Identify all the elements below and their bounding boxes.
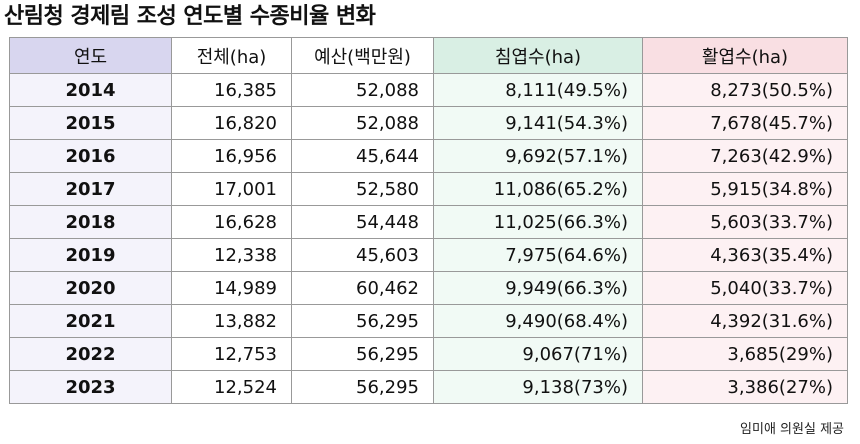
species-ratio-table: 연도 전체(ha) 예산(백만원) 침엽수(ha) 활엽수(ha) 2014 1…: [9, 37, 848, 404]
header-budget: 예산(백만원): [291, 37, 434, 74]
cell-year: 2017: [9, 172, 172, 206]
cell-total: 12,524: [171, 370, 292, 404]
table-row: 2014 16,385 52,088 8,111(49.5%) 8,273(50…: [9, 73, 848, 107]
cell-conifer: 9,141(54.3%): [433, 106, 643, 140]
cell-total: 16,628: [171, 205, 292, 239]
cell-conifer: 9,138(73%): [433, 370, 643, 404]
cell-year: 2021: [9, 304, 172, 338]
cell-budget: 45,603: [291, 238, 434, 272]
cell-year: 2015: [9, 106, 172, 140]
cell-broadleaf: 7,263(42.9%): [642, 139, 848, 173]
cell-conifer: 9,949(66.3%): [433, 271, 643, 305]
cell-total: 17,001: [171, 172, 292, 206]
cell-conifer: 8,111(49.5%): [433, 73, 643, 107]
cell-broadleaf: 5,915(34.8%): [642, 172, 848, 206]
table-row: 2016 16,956 45,644 9,692(57.1%) 7,263(42…: [9, 139, 848, 173]
cell-total: 16,820: [171, 106, 292, 140]
cell-broadleaf: 4,363(35.4%): [642, 238, 848, 272]
cell-year: 2016: [9, 139, 172, 173]
table-row: 2019 12,338 45,603 7,975(64.6%) 4,363(35…: [9, 238, 848, 272]
page-title: 산림청 경제림 조성 연도별 수종비율 변화: [4, 4, 376, 29]
cell-budget: 60,462: [291, 271, 434, 305]
cell-broadleaf: 3,386(27%): [642, 370, 848, 404]
table-body: 2014 16,385 52,088 8,111(49.5%) 8,273(50…: [9, 73, 848, 404]
cell-year: 2019: [9, 238, 172, 272]
cell-conifer: 9,490(68.4%): [433, 304, 643, 338]
header-year: 연도: [9, 37, 172, 74]
cell-budget: 52,088: [291, 73, 434, 107]
table-row: 2021 13,882 56,295 9,490(68.4%) 4,392(31…: [9, 304, 848, 338]
cell-conifer: 11,025(66.3%): [433, 205, 643, 239]
cell-broadleaf: 5,040(33.7%): [642, 271, 848, 305]
cell-budget: 52,088: [291, 106, 434, 140]
table-header-row: 연도 전체(ha) 예산(백만원) 침엽수(ha) 활엽수(ha): [9, 37, 848, 74]
cell-year: 2020: [9, 271, 172, 305]
cell-year: 2014: [9, 73, 172, 107]
cell-broadleaf: 4,392(31.6%): [642, 304, 848, 338]
cell-conifer: 11,086(65.2%): [433, 172, 643, 206]
cell-broadleaf: 8,273(50.5%): [642, 73, 848, 107]
table-row: 2018 16,628 54,448 11,025(66.3%) 5,603(3…: [9, 205, 848, 239]
header-broadleaf: 활엽수(ha): [642, 37, 848, 74]
table-row: 2017 17,001 52,580 11,086(65.2%) 5,915(3…: [9, 172, 848, 206]
cell-conifer: 9,067(71%): [433, 337, 643, 371]
cell-broadleaf: 5,603(33.7%): [642, 205, 848, 239]
cell-conifer: 7,975(64.6%): [433, 238, 643, 272]
cell-budget: 54,448: [291, 205, 434, 239]
header-total: 전체(ha): [171, 37, 292, 74]
header-conifer: 침엽수(ha): [433, 37, 643, 74]
cell-total: 12,338: [171, 238, 292, 272]
cell-year: 2023: [9, 370, 172, 404]
cell-budget: 45,644: [291, 139, 434, 173]
cell-total: 14,989: [171, 271, 292, 305]
cell-total: 16,956: [171, 139, 292, 173]
cell-conifer: 9,692(57.1%): [433, 139, 643, 173]
cell-total: 13,882: [171, 304, 292, 338]
cell-budget: 52,580: [291, 172, 434, 206]
cell-broadleaf: 7,678(45.7%): [642, 106, 848, 140]
source-credit: 임미애 의원실 제공: [740, 422, 844, 437]
cell-budget: 56,295: [291, 370, 434, 404]
cell-total: 12,753: [171, 337, 292, 371]
cell-budget: 56,295: [291, 304, 434, 338]
cell-year: 2022: [9, 337, 172, 371]
table-row: 2023 12,524 56,295 9,138(73%) 3,386(27%): [9, 370, 848, 404]
cell-year: 2018: [9, 205, 172, 239]
table-row: 2015 16,820 52,088 9,141(54.3%) 7,678(45…: [9, 106, 848, 140]
cell-total: 16,385: [171, 73, 292, 107]
cell-budget: 56,295: [291, 337, 434, 371]
cell-broadleaf: 3,685(29%): [642, 337, 848, 371]
table-row: 2022 12,753 56,295 9,067(71%) 3,685(29%): [9, 337, 848, 371]
table-row: 2020 14,989 60,462 9,949(66.3%) 5,040(33…: [9, 271, 848, 305]
